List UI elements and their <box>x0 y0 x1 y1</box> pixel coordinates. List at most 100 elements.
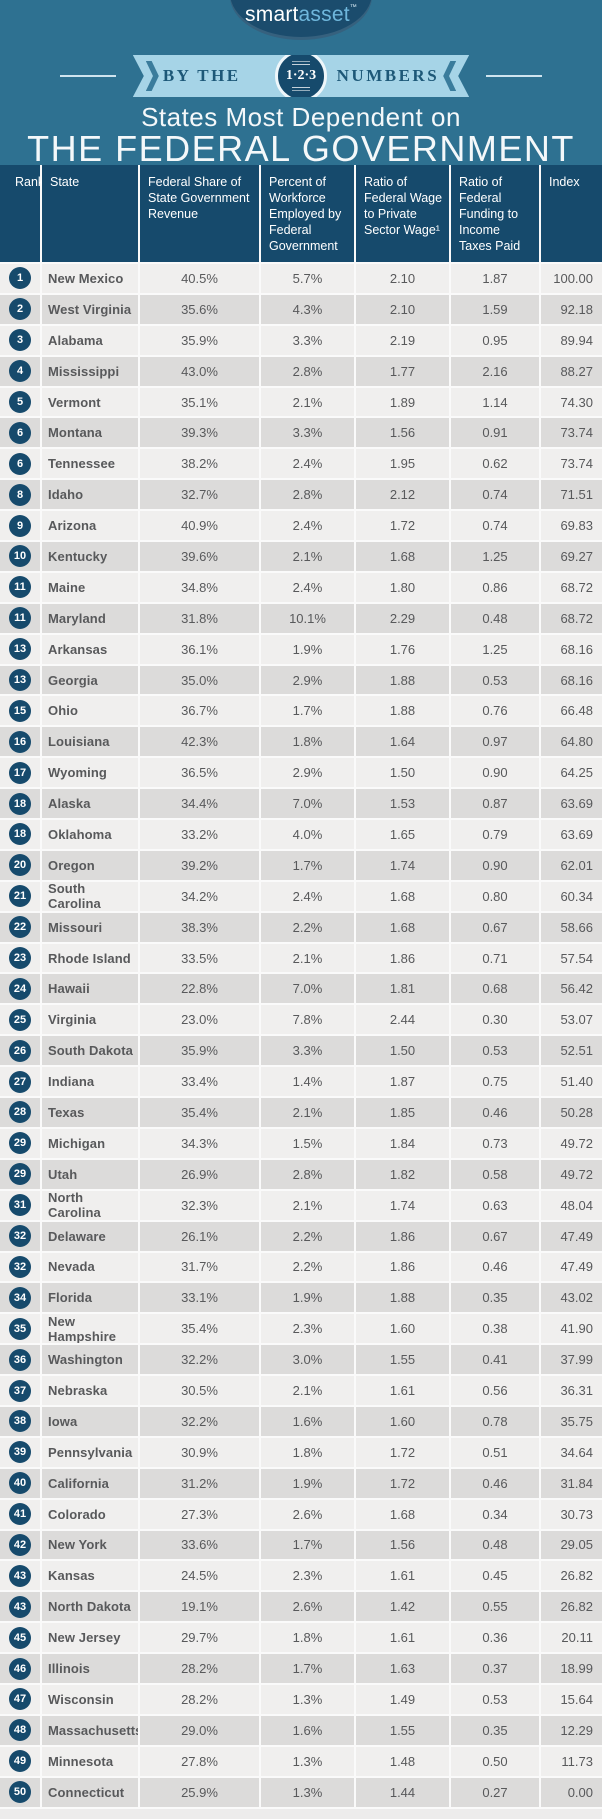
workforce-percent-cell: 2.2% <box>261 1252 354 1282</box>
federal-share-cell: 22.8% <box>140 974 259 1004</box>
funding-ratio-cell: 0.35 <box>451 1283 539 1313</box>
federal-share-cell: 39.3% <box>140 418 259 448</box>
state-cell: Hawaii <box>42 974 138 1004</box>
state-cell: Rhode Island <box>42 943 138 973</box>
funding-ratio-cell: 0.80 <box>451 881 539 911</box>
federal-share-cell: 34.3% <box>140 1128 259 1158</box>
rank-badge: 47 <box>9 1688 31 1711</box>
table-row: 4 Mississippi 43.0% 2.8% 1.77 2.16 88.27 <box>0 356 602 386</box>
federal-share-cell: 36.1% <box>140 634 259 664</box>
wage-ratio-cell: 1.68 <box>356 1499 449 1529</box>
rank-badge: 49 <box>9 1750 31 1773</box>
wage-ratio-cell: 1.68 <box>356 881 449 911</box>
state-cell: Iowa <box>42 1406 138 1436</box>
footnote-area: 1. This is a federal government employee… <box>0 1808 602 1819</box>
federal-share-cell: 27.8% <box>140 1746 259 1776</box>
rank-badge: 11 <box>9 576 31 599</box>
rank-cell: 15 <box>0 696 40 726</box>
rank-badge: 32 <box>9 1255 31 1278</box>
funding-ratio-cell: 0.53 <box>451 1684 539 1714</box>
rank-cell: 22 <box>0 912 40 942</box>
one-two-three-badge: 1·2·3 <box>275 50 327 102</box>
rank-cell: 18 <box>0 820 40 849</box>
federal-share-cell: 29.7% <box>140 1623 259 1653</box>
state-cell: Florida <box>42 1283 138 1313</box>
table-row: 11 Maine 34.8% 2.4% 1.80 0.86 68.72 <box>0 572 602 602</box>
workforce-percent-cell: 1.7% <box>261 696 354 726</box>
rank-cell: 29 <box>0 1128 40 1158</box>
table-row: 25 Virginia 23.0% 7.8% 2.44 0.30 53.07 <box>0 1005 602 1035</box>
state-cell: South Carolina <box>42 881 138 911</box>
workforce-percent-cell: 7.0% <box>261 789 354 819</box>
index-cell: 62.01 <box>541 850 602 880</box>
state-cell: Georgia <box>42 665 138 695</box>
rank-badge: 50 <box>9 1781 31 1804</box>
table-row: 47 Wisconsin 28.2% 1.3% 1.49 0.53 15.64 <box>0 1684 602 1714</box>
federal-share-cell: 27.3% <box>140 1499 259 1529</box>
workforce-percent-cell: 1.8% <box>261 727 354 757</box>
funding-ratio-cell: 0.79 <box>451 820 539 849</box>
table-row: 2 West Virginia 35.6% 4.3% 2.10 1.59 92.18 <box>0 294 602 324</box>
state-cell: New Mexico <box>42 264 138 293</box>
rank-cell: 42 <box>0 1530 40 1560</box>
funding-ratio-cell: 0.45 <box>451 1561 539 1591</box>
rank-badge: 6 <box>9 421 31 444</box>
federal-share-cell: 29.0% <box>140 1715 259 1745</box>
rank-cell: 13 <box>0 665 40 695</box>
federal-share-cell: 35.4% <box>140 1098 259 1127</box>
workforce-percent-cell: 7.8% <box>261 1005 354 1035</box>
rank-cell: 26 <box>0 1036 40 1066</box>
funding-ratio-cell: 0.95 <box>451 325 539 355</box>
workforce-percent-cell: 1.6% <box>261 1406 354 1436</box>
federal-share-cell: 35.9% <box>140 1036 259 1066</box>
workforce-percent-cell: 2.8% <box>261 1159 354 1189</box>
rank-cell: 25 <box>0 1005 40 1035</box>
federal-share-cell: 33.6% <box>140 1530 259 1560</box>
rank-cell: 11 <box>0 603 40 633</box>
federal-share-cell: 35.0% <box>140 665 259 695</box>
workforce-percent-cell: 1.7% <box>261 1530 354 1560</box>
rank-badge: 35 <box>9 1317 31 1340</box>
column-header-state: State <box>42 165 138 262</box>
state-cell: Nebraska <box>42 1376 138 1405</box>
wage-ratio-cell: 1.61 <box>356 1561 449 1591</box>
banner-right-line <box>486 75 543 77</box>
index-cell: 88.27 <box>541 356 602 386</box>
table-row: 6 Tennessee 38.2% 2.4% 1.95 0.62 73.74 <box>0 449 602 479</box>
funding-ratio-cell: 0.74 <box>451 480 539 510</box>
rank-badge: 42 <box>9 1533 31 1556</box>
rank-cell: 49 <box>0 1746 40 1776</box>
rank-badge: 6 <box>9 452 31 475</box>
index-cell: 37.99 <box>541 1345 602 1375</box>
funding-ratio-cell: 1.25 <box>451 542 539 571</box>
funding-ratio-cell: 0.35 <box>451 1715 539 1745</box>
wage-ratio-cell: 1.56 <box>356 1530 449 1560</box>
state-cell: Vermont <box>42 387 138 417</box>
wage-ratio-cell: 1.48 <box>356 1746 449 1776</box>
logo-area: smartasset™ <box>0 0 602 40</box>
rank-cell: 8 <box>0 480 40 510</box>
state-cell: Wisconsin <box>42 1684 138 1714</box>
rank-cell: 16 <box>0 727 40 757</box>
ribbon-left-chevron-icon <box>146 61 159 91</box>
rank-cell: 41 <box>0 1499 40 1529</box>
logo-word-smart: smart <box>245 3 299 26</box>
rank-badge: 23 <box>9 947 31 970</box>
index-cell: 48.04 <box>541 1190 602 1220</box>
table-row: 13 Arkansas 36.1% 1.9% 1.76 1.25 68.16 <box>0 634 602 664</box>
workforce-percent-cell: 1.3% <box>261 1777 354 1807</box>
column-header-ratio-of-federal-funding-to-income-taxes-paid: Ratio of Federal Funding to Income Taxes… <box>451 165 539 262</box>
index-cell: 71.51 <box>541 480 602 510</box>
state-cell: Utah <box>42 1159 138 1189</box>
rank-badge: 26 <box>9 1039 31 1062</box>
federal-share-cell: 38.2% <box>140 449 259 479</box>
rank-badge: 36 <box>9 1348 31 1371</box>
index-cell: 68.72 <box>541 572 602 602</box>
wage-ratio-cell: 2.19 <box>356 325 449 355</box>
state-cell: West Virginia <box>42 294 138 324</box>
rank-cell: 27 <box>0 1067 40 1097</box>
state-cell: Pennsylvania <box>42 1437 138 1467</box>
table-row: 11 Maryland 31.8% 10.1% 2.29 0.48 68.72 <box>0 603 602 633</box>
workforce-percent-cell: 1.9% <box>261 634 354 664</box>
table-row: 36 Washington 32.2% 3.0% 1.55 0.41 37.99 <box>0 1345 602 1375</box>
